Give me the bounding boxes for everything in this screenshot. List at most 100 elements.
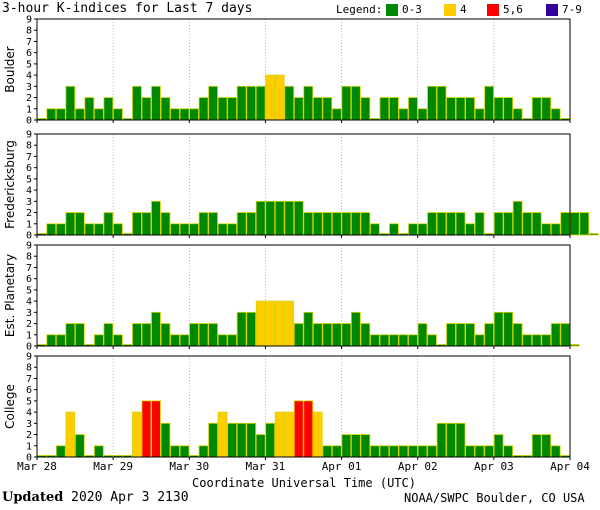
k-index-bar <box>94 334 104 347</box>
k-index-bar <box>389 223 399 236</box>
y-tick-label: 2 <box>26 319 32 330</box>
k-index-bar <box>436 85 447 121</box>
k-index-bar <box>436 422 447 458</box>
k-index-bar <box>189 323 199 347</box>
k-index-bar <box>236 85 247 121</box>
y-tick-label: 8 <box>26 363 32 374</box>
k-index-bar <box>293 400 304 458</box>
k-index-bar <box>493 311 504 347</box>
k-index-bar <box>341 85 352 121</box>
k-index-bar <box>84 223 95 236</box>
k-index-bar <box>455 212 466 236</box>
panel-label: College <box>3 384 17 429</box>
y-tick-label: 0 <box>26 116 32 127</box>
k-index-bar <box>389 334 399 347</box>
legend-item-5-6: 5,6 <box>503 3 523 16</box>
k-index-bar <box>246 85 257 121</box>
k-index-bar <box>427 334 437 347</box>
k-index-bar <box>55 223 66 236</box>
k-index-bar <box>322 323 333 347</box>
y-tick-label: 0 <box>26 231 32 242</box>
k-index-bar <box>274 411 285 458</box>
k-index-bar <box>217 411 228 458</box>
k-index-bar <box>398 108 409 121</box>
k-index-bar <box>303 311 314 347</box>
k-index-bar <box>303 400 314 458</box>
y-tick-label: 5 <box>26 174 32 185</box>
k-index-bar <box>94 223 104 236</box>
k-index-bar <box>74 212 85 236</box>
k-index-bar <box>179 223 190 236</box>
k-index-bar <box>503 97 513 121</box>
k-index-bar <box>531 434 542 458</box>
k-index-bar <box>141 323 152 347</box>
y-tick-label: 7 <box>26 37 32 48</box>
k-index-bar <box>331 323 342 347</box>
x-tick-label: Mar 30 <box>169 460 209 473</box>
k-index-bar <box>350 85 361 121</box>
k-index-bar <box>246 422 257 458</box>
k-index-bar <box>350 311 361 347</box>
k-index-bar <box>322 445 333 458</box>
k-index-bar <box>484 445 494 458</box>
k-index-bar <box>341 434 352 458</box>
legend-swatch-0-3 <box>386 4 398 16</box>
k-index-bar <box>198 323 209 347</box>
k-index-bar <box>74 434 85 458</box>
k-index-bar <box>398 334 409 347</box>
k-index-bar <box>293 323 304 347</box>
k-index-bar <box>103 323 114 347</box>
k-index-bar <box>312 212 323 236</box>
k-index-bar <box>151 85 161 121</box>
k-index-bar <box>541 223 552 236</box>
y-tick-label: 5 <box>26 396 32 407</box>
k-index-bar <box>560 212 571 236</box>
x-tick-label: Apr 04 <box>550 460 590 473</box>
k-index-bar <box>474 445 485 458</box>
k-index-bar <box>274 200 285 236</box>
k-index-bar <box>217 223 228 236</box>
updated-stamp: Updated 2020 Apr 3 2130 <box>2 490 189 505</box>
y-tick-label: 7 <box>26 152 32 163</box>
k-index-bar <box>427 85 437 121</box>
k-index-bar <box>303 85 314 121</box>
k-index-bar <box>446 97 456 121</box>
k-index-bar <box>474 108 485 121</box>
y-tick-label: 8 <box>26 26 32 37</box>
y-tick-label: 4 <box>26 408 32 419</box>
k-index-bar <box>360 212 371 236</box>
k-index-bar <box>322 97 333 121</box>
k-index-bar <box>284 411 295 458</box>
y-tick-label: 1 <box>26 104 32 115</box>
k-index-bar <box>132 411 142 458</box>
k-index-bar <box>465 223 475 236</box>
k-index-bar <box>179 334 190 347</box>
k-index-bar <box>465 445 475 458</box>
k-index-bar <box>398 445 409 458</box>
updated-label: Updated <box>2 490 64 505</box>
x-tick-label: Mar 29 <box>93 460 133 473</box>
y-tick-label: 3 <box>26 82 32 93</box>
k-index-bar <box>46 334 57 347</box>
x-tick-label: Apr 02 <box>398 460 438 473</box>
x-tick-label: Apr 01 <box>322 460 362 473</box>
k-index-bar <box>417 223 428 236</box>
k-index-bar <box>94 445 104 458</box>
k-index-bar <box>331 108 342 121</box>
k-index-bar <box>151 200 161 236</box>
k-index-bar <box>84 97 95 121</box>
k-index-bar <box>160 97 171 121</box>
k-index-bar <box>208 323 218 347</box>
k-index-bar <box>227 97 237 121</box>
k-index-bar <box>503 212 513 236</box>
k-index-bar <box>103 97 114 121</box>
y-tick-label: 6 <box>26 385 32 396</box>
y-tick-label: 6 <box>26 274 32 285</box>
legend-item-4: 4 <box>460 3 467 16</box>
k-index-bar <box>65 85 76 121</box>
k-index-bar <box>389 97 399 121</box>
y-tick-label: 7 <box>26 263 32 274</box>
k-index-bar <box>446 212 456 236</box>
legend-swatch-7-9 <box>546 4 558 16</box>
k-index-bar <box>132 212 142 236</box>
